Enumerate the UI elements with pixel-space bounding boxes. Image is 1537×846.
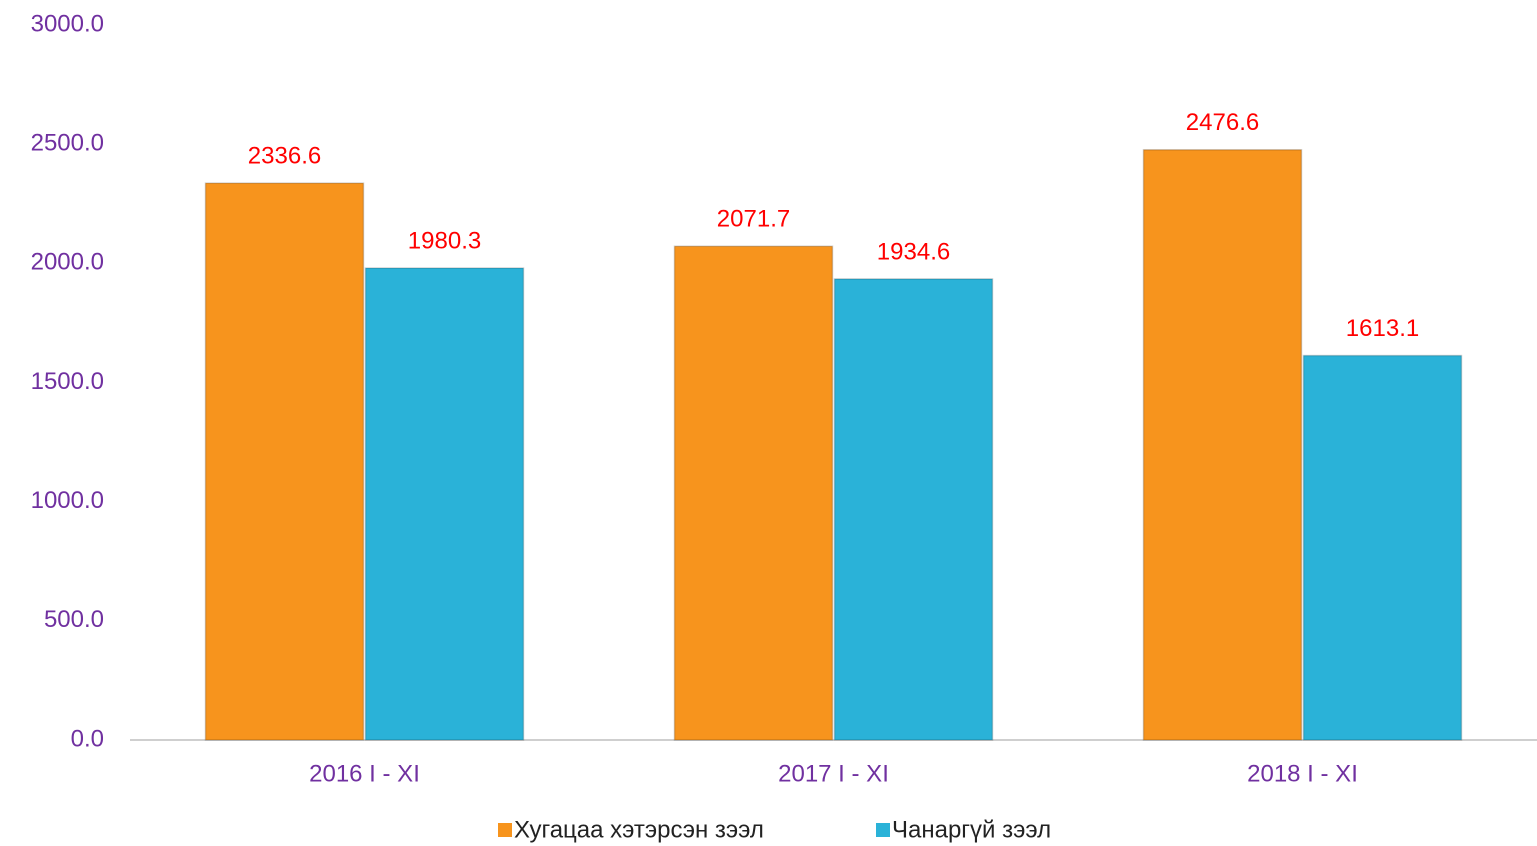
data-label: 2071.7: [717, 206, 790, 233]
x-tick-label: 2018 I - XI: [1247, 760, 1358, 787]
y-tick-label: 500.0: [44, 606, 104, 633]
bar: [204, 182, 365, 741]
data-label: 1980.3: [408, 227, 481, 254]
y-tick-label: 3000.0: [31, 10, 104, 37]
x-tick-label: 2016 I - XI: [309, 760, 420, 787]
y-tick-label: 1000.0: [31, 487, 104, 514]
bar: [1142, 148, 1303, 741]
legend-swatch: [876, 823, 890, 837]
y-tick-label: 1500.0: [31, 368, 104, 395]
y-tick-label: 0.0: [71, 725, 104, 752]
bar: [833, 278, 994, 741]
legend-label: Чанаргүй зээл: [892, 816, 1051, 843]
x-tick-label: 2017 I - XI: [778, 760, 889, 787]
data-label: 1613.1: [1346, 315, 1419, 342]
data-label: 2336.6: [248, 142, 321, 169]
bar: [364, 267, 525, 741]
y-tick-label: 2500.0: [31, 130, 104, 157]
bar: [673, 245, 834, 741]
data-label: 2476.6: [1186, 109, 1259, 136]
data-label: 1934.6: [877, 238, 950, 265]
legend-label: Хугацаа хэтэрсэн зээл: [514, 816, 764, 843]
bar: [1302, 354, 1463, 741]
legend-swatch: [498, 823, 512, 837]
y-tick-label: 2000.0: [31, 249, 104, 276]
